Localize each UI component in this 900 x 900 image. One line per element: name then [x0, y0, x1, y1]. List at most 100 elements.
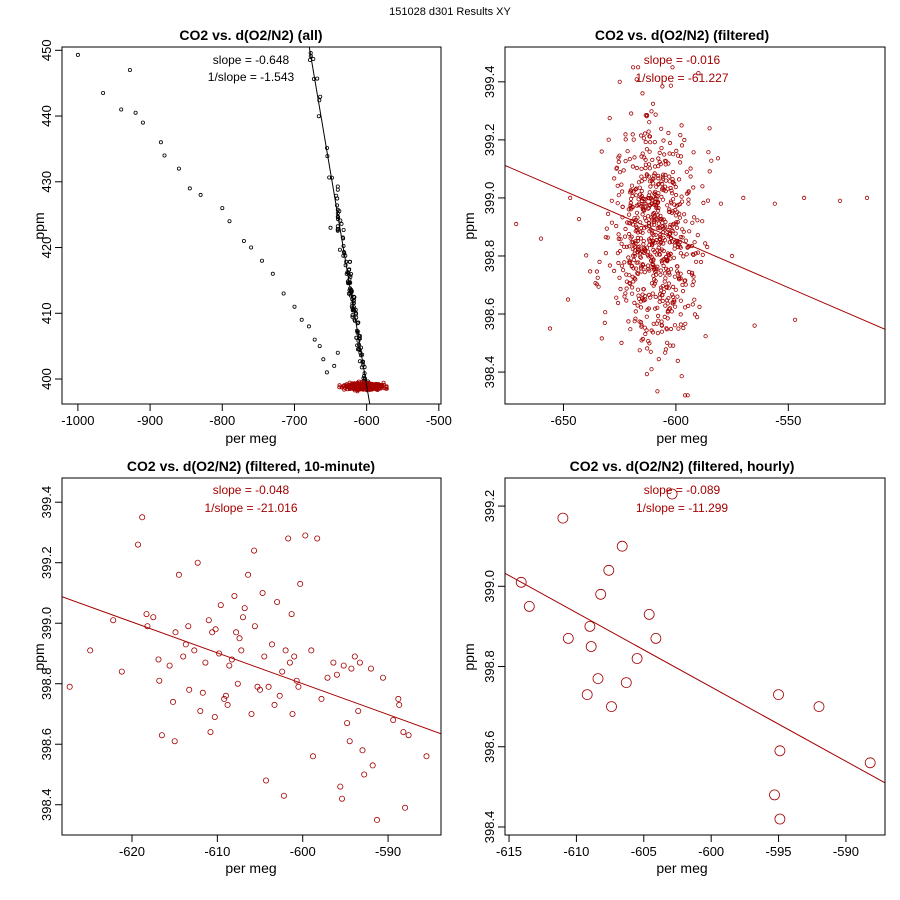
data-point — [656, 176, 661, 181]
data-point — [628, 327, 633, 332]
data-point — [703, 241, 708, 246]
data-point — [198, 192, 203, 197]
plot-frame — [504, 46, 886, 405]
data-point — [619, 182, 624, 187]
data-point — [675, 358, 680, 363]
data-point — [677, 215, 683, 220]
data-point — [672, 323, 678, 328]
data-point — [194, 559, 201, 566]
data-point — [623, 137, 628, 142]
data-point — [680, 288, 686, 294]
data-point — [359, 747, 366, 754]
data-point — [668, 83, 674, 88]
data-point — [634, 210, 640, 215]
data-point — [638, 254, 643, 259]
data-point — [625, 220, 630, 225]
slope-annotation: slope = -0.048 — [213, 483, 290, 497]
data-point — [684, 169, 689, 174]
data-point — [268, 641, 275, 648]
data-point — [675, 264, 680, 269]
data-point — [207, 729, 214, 736]
data-point — [538, 236, 544, 241]
data-point — [629, 291, 635, 296]
data-point — [650, 177, 655, 182]
data-point — [202, 659, 209, 666]
data-point — [659, 179, 664, 184]
data-point — [624, 286, 629, 291]
data-point — [217, 602, 224, 609]
data-point — [617, 275, 622, 280]
slope-annotation: slope = -0.648 — [213, 53, 290, 67]
data-point — [666, 270, 672, 275]
data-point — [686, 201, 691, 206]
data-point — [640, 230, 645, 235]
data-point — [648, 253, 653, 258]
data-point — [679, 199, 685, 204]
data-point — [629, 111, 634, 116]
data-point — [367, 665, 374, 672]
data-point — [291, 653, 298, 660]
y-tick-label: 398.4 — [39, 788, 54, 821]
data-point — [311, 57, 316, 62]
data-point — [347, 267, 352, 272]
data-point — [648, 184, 653, 189]
data-point — [667, 225, 672, 230]
data-point — [651, 247, 656, 252]
data-point — [643, 166, 648, 171]
data-point — [340, 662, 347, 669]
data-point — [691, 252, 696, 257]
data-point — [666, 252, 671, 258]
data-point — [309, 753, 316, 760]
data-point — [75, 52, 80, 57]
data-point — [335, 228, 340, 233]
data-point — [655, 193, 660, 198]
data-point — [140, 120, 145, 125]
data-point — [629, 240, 634, 245]
data-point — [646, 206, 651, 211]
x-axis-label: per meg — [656, 860, 707, 876]
data-point — [362, 374, 367, 379]
data-point — [259, 258, 264, 263]
data-point — [155, 656, 162, 663]
data-point — [635, 271, 641, 276]
data-point — [617, 153, 622, 158]
data-point — [304, 13, 307, 16]
data-point — [603, 310, 608, 315]
data-point — [631, 266, 636, 271]
y-tick-label: 398.8 — [482, 240, 497, 273]
data-point — [631, 279, 636, 284]
data-point — [647, 120, 652, 125]
data-point — [662, 152, 667, 157]
data-point — [620, 204, 625, 209]
data-point — [599, 336, 604, 341]
data-point — [315, 76, 320, 81]
y-tick-label: 399.2 — [39, 546, 54, 579]
data-point — [630, 222, 636, 227]
data-point — [265, 683, 272, 690]
data-point — [676, 326, 681, 331]
data-point — [317, 98, 322, 103]
data-point — [169, 698, 176, 705]
data-point — [678, 322, 684, 327]
data-point — [302, 532, 309, 539]
data-point — [624, 279, 630, 284]
data-point — [632, 319, 637, 324]
data-point — [672, 299, 677, 304]
data-point — [199, 689, 206, 696]
data-point — [774, 813, 786, 825]
data-point — [635, 215, 640, 220]
data-point — [640, 198, 645, 203]
data-point — [337, 209, 342, 214]
data-point — [616, 540, 628, 552]
x-axis-label: per meg — [225, 860, 276, 876]
data-point — [660, 292, 665, 298]
y-tick-label: 398.8 — [482, 650, 497, 683]
data-point — [672, 202, 677, 207]
data-point — [864, 757, 876, 769]
data-point — [630, 253, 636, 258]
data-point — [678, 133, 683, 138]
data-point — [231, 593, 238, 600]
data-point — [306, 324, 311, 329]
fit-line — [308, 47, 371, 404]
